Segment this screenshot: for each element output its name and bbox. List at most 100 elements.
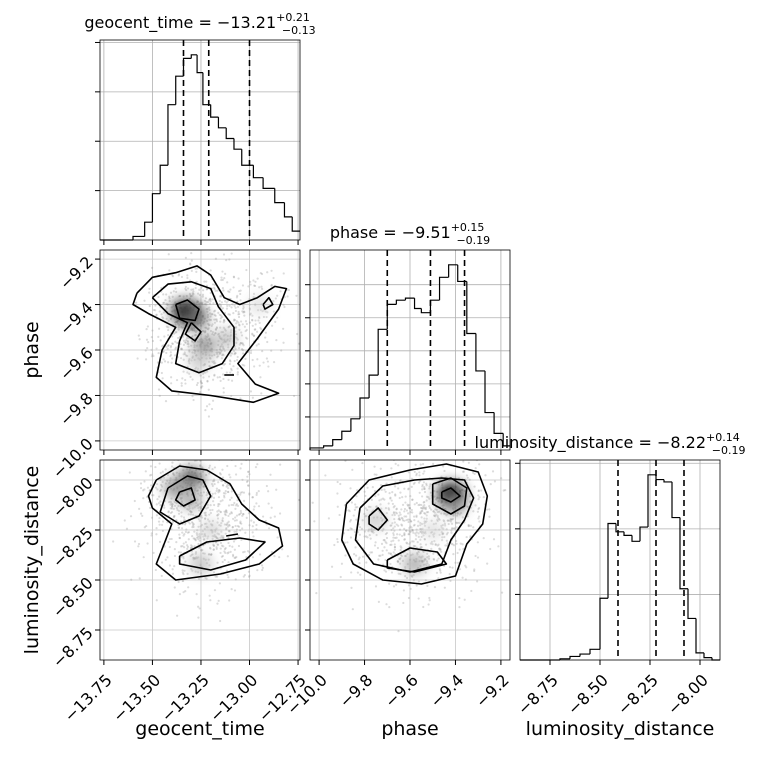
sample-point-geocent_time-phase-16 <box>183 351 186 354</box>
sample-point-phase-luminosity_distance-155 <box>477 507 480 511</box>
sample-point-geocent_time-phase-29 <box>175 330 178 334</box>
sample-point-geocent_time-luminosity_distance-757 <box>150 534 153 537</box>
sample-point-geocent_time-phase-533 <box>259 272 262 275</box>
sample-point-geocent_time-phase-148 <box>230 252 233 255</box>
sample-point-geocent_time-phase-791 <box>187 330 190 333</box>
sample-point-phase-luminosity_distance-488 <box>449 579 452 583</box>
sample-point-geocent_time-phase-596 <box>189 263 192 266</box>
sample-point-geocent_time-phase-411 <box>204 303 207 306</box>
sample-point-geocent_time-phase-436 <box>253 365 256 368</box>
sample-point-geocent_time-phase-325 <box>234 352 237 355</box>
sample-point-phase-luminosity_distance-39 <box>351 608 354 611</box>
sample-point-geocent_time-luminosity_distance-585 <box>233 589 237 592</box>
sample-point-phase-luminosity_distance-890 <box>458 597 461 600</box>
sample-point-phase-luminosity_distance-729 <box>453 527 456 530</box>
sample-point-geocent_time-phase-115 <box>227 325 230 328</box>
sample-point-geocent_time-phase-381 <box>165 351 168 355</box>
sample-point-phase-luminosity_distance-824 <box>414 538 417 541</box>
sample-point-phase-luminosity_distance-393 <box>370 530 374 533</box>
title-name-luminosity_distance: luminosity_distance <box>475 433 634 453</box>
sample-point-geocent_time-luminosity_distance-732 <box>177 580 180 584</box>
hist-bar-geocent_time-5 <box>159 164 168 194</box>
sample-point-phase-luminosity_distance-764 <box>324 474 327 477</box>
sample-point-geocent_time-luminosity_distance-364 <box>237 513 241 516</box>
sample-point-geocent_time-luminosity_distance-823 <box>167 510 170 513</box>
hist-bar-geocent_time-17 <box>252 165 264 179</box>
sample-point-geocent_time-phase-825 <box>189 262 192 265</box>
sample-point-geocent_time-luminosity_distance-243 <box>241 478 244 481</box>
sample-point-phase-luminosity_distance-334 <box>347 509 350 512</box>
sample-point-geocent_time-luminosity_distance-399 <box>242 513 245 516</box>
sample-point-geocent_time-luminosity_distance-789 <box>230 503 233 507</box>
sample-point-geocent_time-luminosity_distance-351 <box>166 473 170 477</box>
sample-point-phase-luminosity_distance-604 <box>504 489 507 492</box>
sample-point-phase-luminosity_distance-353 <box>393 545 397 549</box>
sample-point-geocent_time-phase-328 <box>190 252 193 255</box>
sample-point-geocent_time-luminosity_distance-299 <box>198 546 201 550</box>
hist-bar-phase-17 <box>466 281 476 335</box>
sample-point-phase-luminosity_distance-375 <box>420 530 423 533</box>
sample-point-phase-luminosity_distance-268 <box>408 530 411 534</box>
sample-point-phase-luminosity_distance-513 <box>336 480 339 484</box>
sample-point-geocent_time-luminosity_distance-608 <box>208 594 211 597</box>
sample-point-phase-luminosity_distance-107 <box>414 544 417 548</box>
sample-point-geocent_time-phase-704 <box>177 274 180 277</box>
sample-point-phase-luminosity_distance-117 <box>419 506 423 510</box>
sample-point-geocent_time-luminosity_distance-115 <box>226 525 230 528</box>
sample-point-geocent_time-luminosity_distance-163 <box>163 506 166 509</box>
sample-point-geocent_time-phase-50 <box>152 354 155 358</box>
sample-point-phase-luminosity_distance-725 <box>436 516 440 519</box>
sample-point-geocent_time-luminosity_distance-333 <box>142 556 145 559</box>
sample-point-geocent_time-luminosity_distance-258 <box>276 536 279 539</box>
sample-point-geocent_time-phase-210 <box>201 385 204 388</box>
sample-point-phase-luminosity_distance-158 <box>436 510 439 514</box>
sample-point-geocent_time-luminosity_distance-316 <box>190 553 193 556</box>
sample-point-phase-luminosity_distance-278 <box>459 542 462 545</box>
sample-point-phase-luminosity_distance-768 <box>315 591 318 595</box>
sample-point-geocent_time-phase-386 <box>244 320 248 323</box>
sample-point-phase-luminosity_distance-785 <box>427 603 430 606</box>
sample-point-phase-luminosity_distance-898 <box>408 518 412 521</box>
sample-point-geocent_time-phase-74 <box>194 267 197 270</box>
sample-point-geocent_time-luminosity_distance-401 <box>175 519 178 522</box>
sample-point-phase-luminosity_distance-553 <box>420 516 423 519</box>
sample-point-geocent_time-luminosity_distance-552 <box>173 565 176 568</box>
sample-point-phase-luminosity_distance-676 <box>435 513 438 516</box>
sample-point-geocent_time-phase-690 <box>161 345 164 348</box>
sample-point-geocent_time-luminosity_distance-601 <box>234 516 237 519</box>
sample-point-geocent_time-phase-657 <box>165 345 168 348</box>
sample-point-geocent_time-phase-65 <box>199 379 203 383</box>
sample-point-geocent_time-luminosity_distance-523 <box>202 485 206 488</box>
sample-point-geocent_time-luminosity_distance-101 <box>150 516 154 519</box>
sample-point-geocent_time-luminosity_distance-591 <box>201 516 204 519</box>
sample-point-geocent_time-phase-243 <box>230 367 233 370</box>
sample-point-phase-luminosity_distance-94 <box>384 570 388 573</box>
sample-point-phase-luminosity_distance-366 <box>434 502 437 505</box>
sample-point-phase-luminosity_distance-875 <box>401 519 405 522</box>
sample-point-geocent_time-luminosity_distance-28 <box>279 512 282 515</box>
sample-point-phase-luminosity_distance-295 <box>473 485 476 488</box>
sample-point-geocent_time-phase-887 <box>168 269 171 272</box>
sample-point-geocent_time-luminosity_distance-772 <box>232 517 235 521</box>
sample-point-phase-luminosity_distance-888 <box>419 521 422 525</box>
sample-point-geocent_time-luminosity_distance-306 <box>256 569 259 572</box>
sample-point-phase-luminosity_distance-748 <box>464 564 467 567</box>
title-plus-phase: +0.15 <box>451 221 485 234</box>
sample-point-geocent_time-phase-156 <box>214 289 217 292</box>
sample-point-geocent_time-phase-426 <box>236 294 239 297</box>
sample-point-geocent_time-luminosity_distance-842 <box>212 478 216 481</box>
sample-point-geocent_time-phase-357 <box>135 301 138 304</box>
sample-point-geocent_time-luminosity_distance-871 <box>225 528 228 531</box>
sample-point-geocent_time-luminosity_distance-323 <box>231 526 234 529</box>
sample-point-phase-luminosity_distance-242 <box>458 606 461 609</box>
sample-point-geocent_time-phase-686 <box>213 362 216 365</box>
sample-point-geocent_time-luminosity_distance-385 <box>235 555 238 559</box>
sample-point-geocent_time-phase-55 <box>222 348 225 351</box>
sample-point-geocent_time-luminosity_distance-149 <box>151 494 154 497</box>
sample-point-phase-luminosity_distance-230 <box>392 511 396 514</box>
sample-point-geocent_time-luminosity_distance-444 <box>125 527 129 530</box>
sample-point-phase-luminosity_distance-681 <box>463 598 466 601</box>
sample-point-phase-luminosity_distance-572 <box>482 495 485 499</box>
sample-point-geocent_time-luminosity_distance-7 <box>190 511 193 514</box>
sample-point-phase-luminosity_distance-536 <box>423 500 426 504</box>
